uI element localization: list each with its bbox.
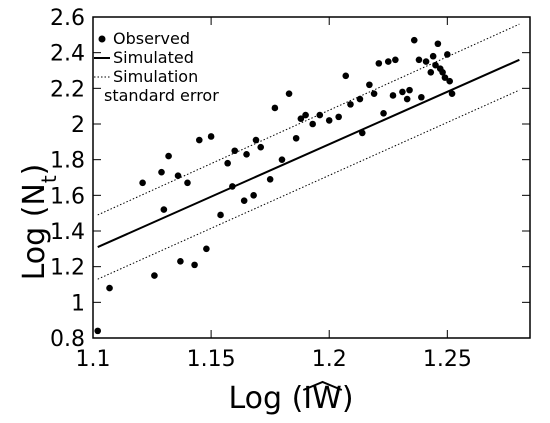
observed-point: [158, 168, 165, 176]
observed-point: [403, 95, 411, 103]
observed-point: [297, 115, 305, 122]
observed-point: [415, 56, 423, 64]
observed-point: [224, 159, 231, 167]
observed-point: [240, 197, 248, 204]
y-tick-label: 1: [71, 291, 85, 316]
observed-point: [106, 284, 113, 292]
x-axis-title-suffix: ): [342, 381, 354, 416]
observed-point: [266, 175, 274, 183]
observed-point: [429, 52, 437, 60]
observed-point: [257, 143, 265, 151]
y-axis-title-prefix: Log (N: [17, 183, 52, 280]
observed-point: [165, 152, 172, 160]
observed-point: [446, 77, 453, 85]
standard-error-lower-line: [97, 89, 520, 280]
observed-point: [302, 111, 309, 119]
observed-point: [335, 113, 342, 121]
y-tick-label: 2.4: [50, 42, 85, 67]
observed-point: [184, 179, 191, 187]
observed-point: [243, 151, 250, 158]
observed-point: [174, 172, 182, 180]
x-axis-title-variable: IW: [303, 381, 342, 416]
observed-point: [285, 90, 293, 97]
y-axis-title-suffix: ): [17, 164, 52, 176]
legend-observed-marker: [98, 35, 106, 43]
observed-point: [448, 90, 456, 97]
observed-point: [366, 81, 373, 89]
y-tick-label: 2.2: [50, 77, 85, 102]
x-tick-label: 1.2: [312, 347, 347, 372]
observed-point: [342, 72, 350, 80]
observed-point: [427, 68, 435, 76]
observed-point: [203, 245, 210, 253]
y-tick-label: 2.6: [50, 6, 85, 31]
observed-point: [434, 40, 442, 48]
observed-point: [217, 211, 224, 219]
observed-point: [439, 68, 446, 76]
observed-point: [422, 58, 430, 65]
y-tick-label: 1.4: [50, 220, 85, 245]
legend-label: Simulation: [113, 67, 198, 86]
observed-point: [151, 272, 158, 279]
observed-point: [406, 86, 413, 94]
y-tick-label: 1.2: [50, 256, 85, 281]
observed-point: [432, 61, 439, 69]
axis-ticks: 1.1 1.15 1.2 1.25 0.8 1 1.2 1.4 1.6 1.8 2 2.2 2.4 2.6: [50, 6, 530, 372]
legend-label: Observed: [113, 29, 190, 48]
y-tick-label: 1.8: [50, 149, 85, 174]
plot-frame: [92, 16, 531, 339]
observed-point: [252, 136, 260, 144]
observed-point: [177, 258, 184, 265]
y-tick-label: 0.8: [50, 327, 85, 352]
observed-point: [94, 327, 102, 335]
x-tick-label: 1.1: [76, 347, 111, 372]
observed-point: [309, 120, 316, 128]
observed-point: [139, 179, 146, 187]
observed-point: [399, 88, 406, 96]
legend-label: Simulated: [113, 48, 194, 67]
observed-point: [380, 110, 387, 117]
observed-point: [278, 156, 286, 163]
x-tick-label: 1.25: [423, 347, 472, 372]
observed-point: [375, 60, 383, 67]
y-axis-title-subscript: t: [37, 175, 61, 183]
observed-point: [271, 104, 279, 112]
observed-point: [441, 74, 449, 81]
plot-marks: [94, 23, 520, 335]
x-tick-label: 1.15: [187, 347, 236, 372]
observed-point: [444, 51, 451, 58]
observed-point: [347, 101, 354, 108]
observed-point: [370, 90, 378, 97]
observed-point: [191, 261, 198, 269]
x-axis-title-prefix: Log (: [228, 381, 303, 416]
observed-point: [418, 93, 425, 101]
observed-point: [410, 36, 418, 44]
observed-point: [250, 192, 257, 199]
standard-error-upper-line: [97, 23, 520, 216]
observed-point: [231, 147, 239, 155]
observed-point: [316, 111, 324, 119]
x-axis-title-hat: [302, 380, 343, 391]
y-tick-label: 1.6: [50, 184, 85, 209]
observed-point: [389, 92, 397, 99]
observed-point: [160, 206, 168, 213]
observed-point: [195, 136, 203, 144]
observed-point: [392, 56, 399, 64]
y-axis-title: Log (Nt): [17, 164, 61, 281]
observed-point: [384, 58, 392, 65]
legend-label: standard error: [104, 86, 219, 105]
y-tick-label: 2: [71, 113, 85, 138]
observed-point: [207, 133, 215, 140]
observed-point: [356, 95, 364, 103]
observed-point: [292, 134, 300, 142]
observed-point: [325, 117, 333, 124]
simulated-line: [97, 58, 520, 248]
